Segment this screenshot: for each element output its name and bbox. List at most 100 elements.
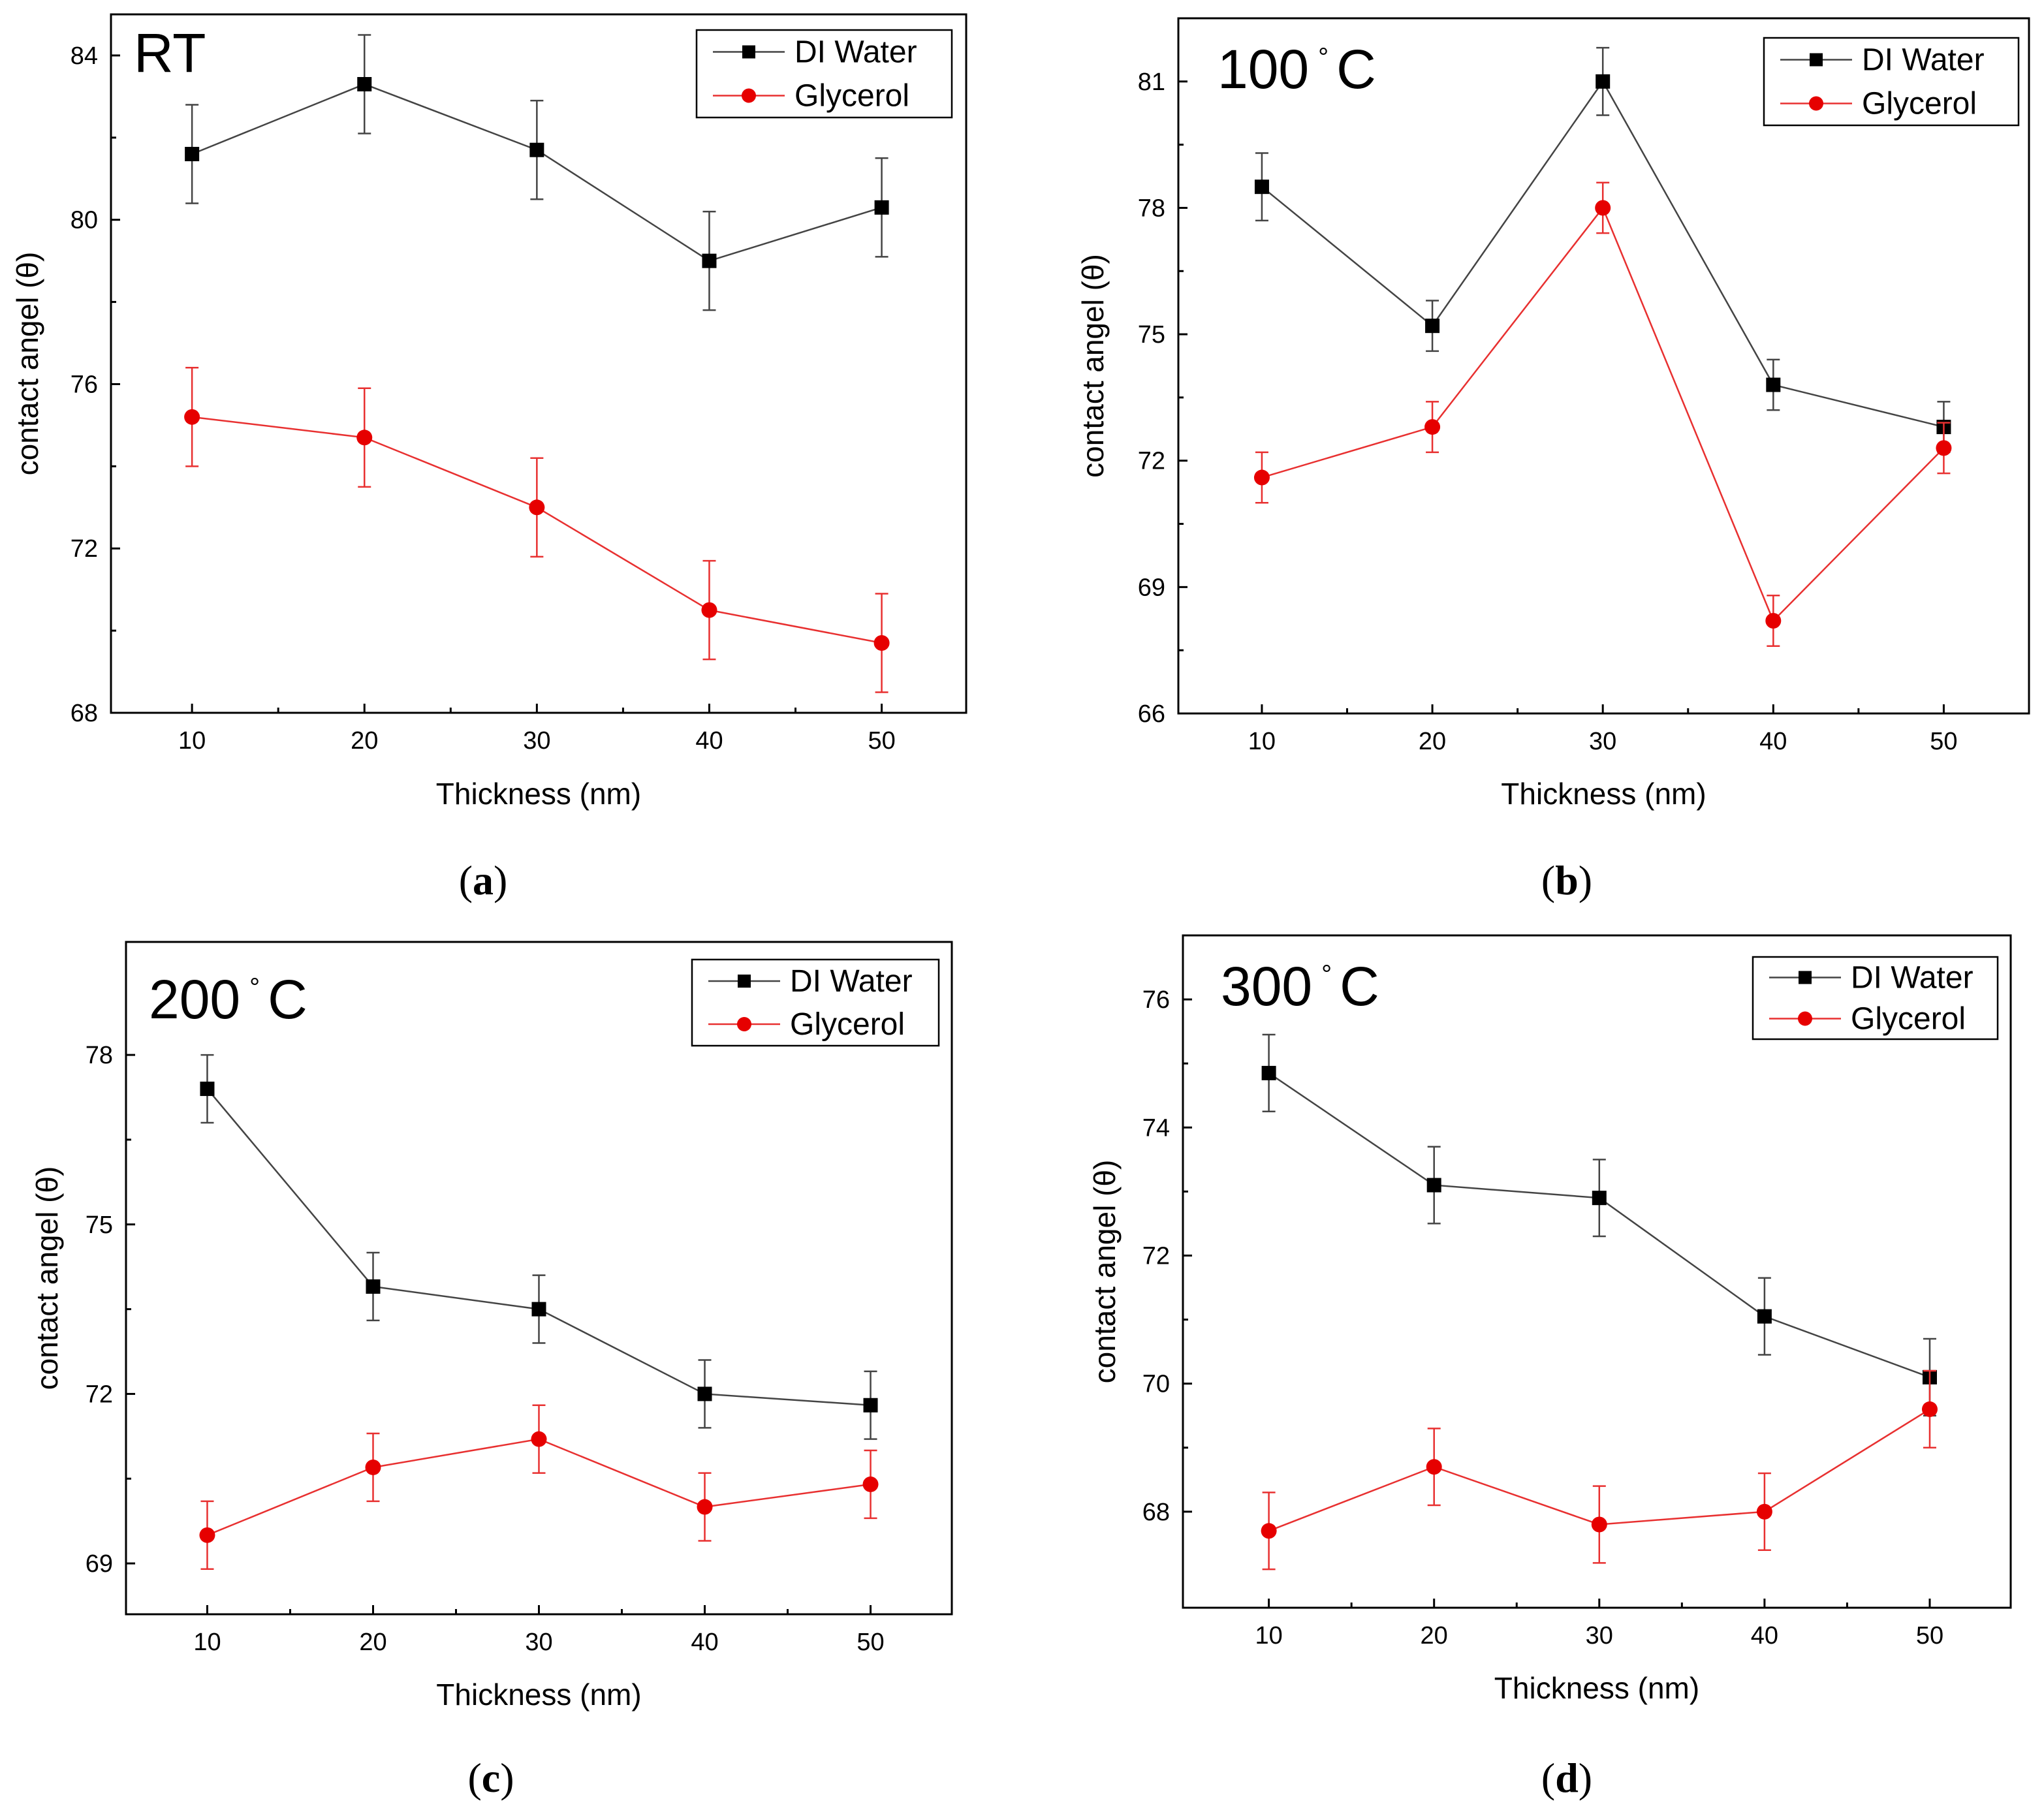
data-point — [1757, 1309, 1772, 1324]
data-point — [1921, 1401, 1938, 1417]
chart-panel-d: 10 20 30 40 50 68 70 72 74 76 Thickness (nm) contac… — [1088, 934, 2012, 1705]
data-point — [529, 142, 544, 157]
x-tick-label: 20 — [1419, 728, 1446, 755]
data-point — [874, 200, 889, 215]
legend-marker — [742, 88, 756, 103]
y-axis-title: contact angel (θ) — [1076, 254, 1110, 478]
legend-label: DI Water — [794, 35, 917, 70]
legend-label: Glycerol — [1862, 87, 1977, 121]
x-axis-title: Thickness (nm) — [436, 777, 641, 811]
data-point — [357, 77, 372, 91]
legend-label: Glycerol — [1851, 1002, 1966, 1037]
y-tick-label: 68 — [71, 700, 98, 727]
x-axis-title: Thickness (nm) — [1494, 1671, 1699, 1705]
chart-panel-a: 10 20 30 40 50 68 72 76 80 84 Thickness (nm) contac… — [10, 13, 967, 811]
y-tick-label: 84 — [71, 42, 98, 70]
y-axis-title: contact angel (θ) — [10, 252, 44, 476]
unit-celsius: C — [1340, 956, 1379, 1017]
y-axis-title: contact angel (θ) — [30, 1166, 64, 1390]
data-point — [873, 635, 890, 651]
chart-panel-c: 10 20 30 40 50 69 72 75 78 Thickness (nm) contact … — [30, 941, 953, 1712]
x-tick-label: 20 — [1421, 1622, 1448, 1650]
data-point — [199, 1527, 215, 1543]
data-point — [531, 1302, 546, 1317]
series-glycerol — [199, 1404, 879, 1571]
x-axis-title: Thickness (nm) — [436, 1678, 641, 1712]
data-point — [1253, 469, 1270, 486]
y-tick-label: 78 — [86, 1042, 113, 1069]
y-tick-label: 69 — [1138, 574, 1165, 601]
data-point — [366, 1279, 381, 1294]
legend-label: DI Water — [1862, 43, 1985, 78]
panel-title: 300 ° C — [1221, 956, 1379, 1017]
series-glycerol — [1253, 181, 1952, 647]
figure-caption: (c) — [467, 1755, 514, 1801]
y-tick-label: 76 — [1142, 986, 1170, 1014]
x-tick-label: 50 — [1930, 728, 1957, 755]
x-tick-label: 50 — [1916, 1622, 1943, 1650]
data-point — [1254, 180, 1269, 195]
y-tick-label: 68 — [1142, 1499, 1170, 1526]
data-point — [697, 1499, 713, 1515]
data-point — [1766, 377, 1781, 392]
data-point — [1765, 613, 1782, 629]
legend-marker — [1799, 971, 1812, 984]
series-di-water — [185, 34, 889, 311]
degree-symbol: ° — [249, 973, 260, 1002]
plot-area — [110, 13, 967, 714]
legend-marker — [737, 1017, 751, 1031]
legend-box — [1763, 37, 2020, 127]
x-tick-label: 40 — [1759, 728, 1787, 755]
data-point — [702, 253, 717, 268]
x-tick-label: 30 — [1589, 728, 1616, 755]
legend-box — [695, 29, 953, 119]
series-glycerol — [1261, 1369, 1938, 1571]
data-point — [365, 1459, 381, 1475]
y-tick-label: 80 — [71, 207, 98, 234]
data-point — [1426, 1178, 1441, 1193]
x-tick-label: 30 — [525, 1629, 552, 1656]
figure-caption: (b) — [1541, 857, 1592, 903]
unit-celsius: C — [268, 969, 307, 1030]
x-tick-label: 30 — [523, 727, 550, 755]
data-point — [1592, 1191, 1607, 1206]
x-tick-label: 50 — [857, 1629, 884, 1656]
y-tick-label: 74 — [1142, 1114, 1170, 1142]
data-point — [529, 499, 545, 516]
panel-title: RT — [134, 22, 206, 84]
x-axis-title: Thickness (nm) — [1501, 777, 1706, 811]
x-tick-label: 40 — [1751, 1622, 1778, 1650]
legend-marker — [1810, 53, 1823, 67]
x-tick-label: 30 — [1586, 1622, 1613, 1650]
data-point — [356, 430, 373, 446]
legend-marker — [742, 45, 755, 59]
data-point — [200, 1082, 215, 1097]
panel-title: 200 ° C — [149, 969, 307, 1030]
x-tick-label: 40 — [695, 727, 723, 755]
y-tick-label: 81 — [1138, 69, 1165, 96]
data-point — [1756, 1503, 1772, 1520]
data-point — [184, 409, 200, 425]
data-point — [1261, 1523, 1277, 1539]
figure-caption: (d) — [1541, 1755, 1592, 1801]
plot-area — [1177, 17, 2030, 715]
data-point — [1424, 419, 1441, 435]
y-axis-title: contact angel (θ) — [1088, 1160, 1122, 1384]
y-tick-label: 78 — [1138, 195, 1165, 222]
y-tick-label: 75 — [86, 1212, 113, 1239]
legend-box — [691, 958, 940, 1047]
x-tick-label: 40 — [691, 1629, 718, 1656]
legend-label: Glycerol — [794, 79, 909, 114]
data-point — [697, 1386, 712, 1401]
degree-symbol: ° — [1321, 960, 1332, 989]
y-tick-label: 66 — [1138, 700, 1165, 728]
y-tick-label: 75 — [1138, 321, 1165, 349]
unit-celsius: C — [1336, 39, 1376, 100]
data-point — [1426, 1459, 1442, 1475]
legend-marker — [738, 975, 751, 988]
y-tick-label: 72 — [1138, 448, 1165, 475]
y-tick-label: 72 — [71, 535, 98, 563]
x-tick-label: 50 — [868, 727, 895, 755]
legend-label: Glycerol — [790, 1007, 905, 1042]
